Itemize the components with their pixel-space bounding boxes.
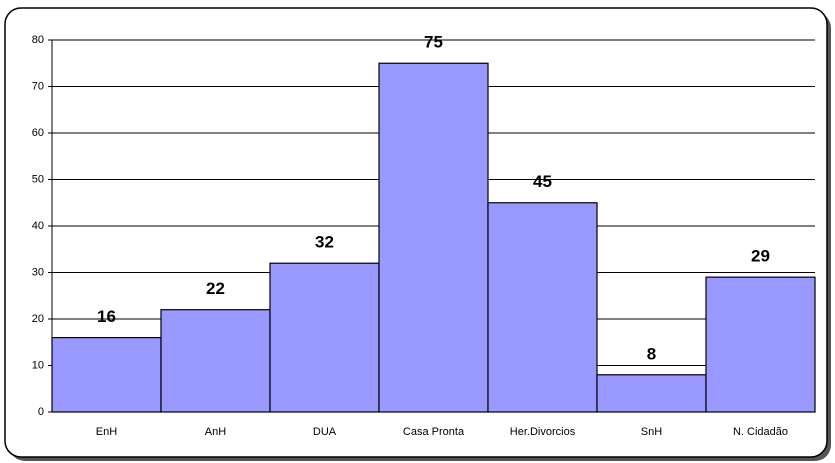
data-label: 8 [647, 344, 656, 363]
y-tick-label: 30 [32, 266, 44, 278]
bar [378, 62, 489, 413]
x-tick-label: N. Cidadão [733, 426, 788, 438]
bar [487, 202, 598, 413]
y-tick-label: 60 [32, 127, 44, 139]
x-tick-label: Her.Divorcios [510, 426, 576, 438]
y-tick-label: 10 [32, 359, 44, 371]
bar [269, 262, 380, 413]
x-tick-label: EnH [96, 426, 117, 438]
bar [596, 374, 707, 413]
x-tick-label: DUA [313, 426, 337, 438]
data-label: 22 [206, 279, 225, 298]
y-tick-label: 50 [32, 173, 44, 185]
data-label: 29 [751, 247, 770, 266]
y-tick-label: 70 [32, 80, 44, 92]
y-tick-label: 20 [32, 313, 44, 325]
data-label: 45 [533, 172, 552, 191]
y-tick-label: 0 [38, 406, 44, 418]
x-tick-label: Casa Pronta [403, 426, 465, 438]
data-label: 32 [315, 233, 334, 252]
x-tick-label: AnH [205, 426, 226, 438]
y-tick-label: 40 [32, 220, 44, 232]
x-tick-label: SnH [641, 426, 662, 438]
bar [160, 309, 271, 413]
data-label: 16 [97, 307, 116, 326]
data-label: 75 [424, 33, 443, 52]
bar [51, 337, 162, 413]
y-tick-label: 80 [32, 34, 44, 46]
bar [705, 276, 816, 413]
